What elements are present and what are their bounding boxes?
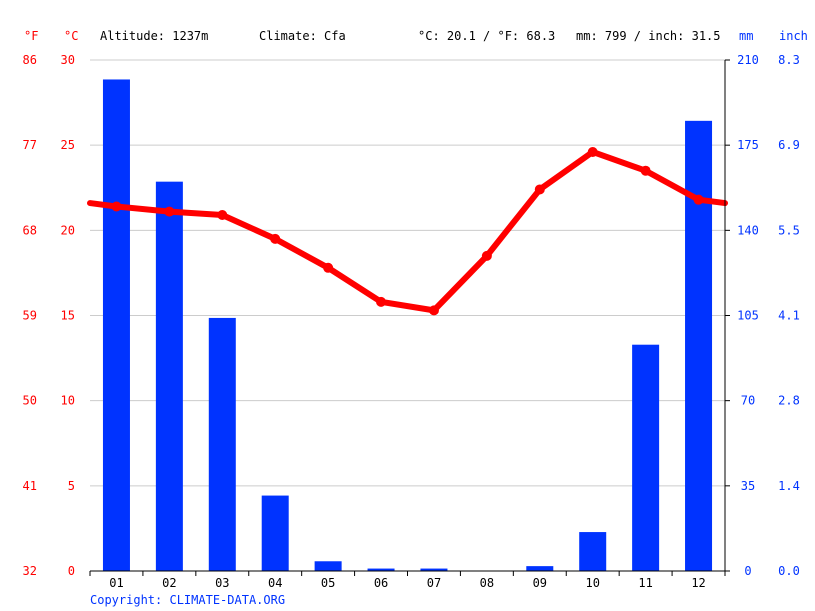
temperature-point: [481, 250, 492, 261]
grid-lines: [90, 59, 725, 487]
temperature-point: [111, 201, 122, 212]
month-tick-label: 12: [691, 576, 705, 590]
precipitation-bar: [632, 344, 660, 571]
temperature-point: [534, 184, 545, 195]
inch-tick-label: 1.4: [778, 479, 800, 493]
temperature-point: [587, 146, 598, 157]
month-tick-label: 10: [585, 576, 599, 590]
unit-mm-label: mm: [739, 29, 753, 43]
temperature-point: [376, 296, 387, 307]
temperature-point: [270, 233, 281, 244]
mm-tick-label: 35: [741, 479, 755, 493]
unit-f-label: °F: [24, 29, 38, 43]
inch-tick-label: 5.5: [778, 223, 800, 237]
precipitation-average-label: mm: 799 / inch: 31.5: [576, 29, 721, 43]
inch-tick-label: 2.8: [778, 394, 800, 408]
month-tick-label: 11: [638, 576, 652, 590]
inch-tick-label: 4.1: [778, 309, 800, 323]
inch-tick-label: 8.3: [778, 53, 800, 67]
temperature-point: [217, 210, 228, 221]
temperature-point: [640, 165, 651, 176]
unit-c-label: °C: [64, 29, 78, 43]
unit-inch-label: inch: [779, 29, 808, 43]
month-tick-label: 06: [374, 576, 388, 590]
temperature-point: [428, 305, 439, 316]
temperature-series-line: [87, 148, 728, 314]
celsius-tick-label: 0: [68, 564, 75, 578]
climate-label: Climate: Cfa: [259, 29, 346, 43]
mm-tick-label: 175: [737, 138, 759, 152]
month-tick-label: 01: [109, 576, 123, 590]
fahrenheit-tick-label: 68: [23, 223, 37, 237]
precipitation-bar: [579, 532, 607, 571]
axes: [89, 59, 730, 576]
month-tick-label: 05: [321, 576, 335, 590]
fahrenheit-tick-label: 41: [23, 479, 37, 493]
tick-labels: 86 30 210 8.377 25 175 6.968 20 140 5.559 15 105 4.1…: [23, 53, 800, 590]
inch-tick-label: 0.0: [778, 564, 800, 578]
mm-tick-label: 210: [737, 53, 759, 67]
celsius-tick-label: 5: [68, 479, 75, 493]
precipitation-bar: [102, 79, 130, 571]
fahrenheit-tick-label: 50: [23, 394, 37, 408]
precipitation-bar: [208, 317, 236, 571]
temperature-point: [164, 206, 175, 217]
precipitation-bars: [102, 79, 713, 571]
fahrenheit-tick-label: 32: [23, 564, 37, 578]
precipitation-bar: [367, 568, 395, 571]
mm-tick-label: 0: [744, 564, 751, 578]
celsius-tick-label: 25: [61, 138, 75, 152]
precipitation-bar: [261, 495, 289, 571]
copyright-text: Copyright: CLIMATE-DATA.ORG: [90, 593, 285, 607]
month-tick-label: 02: [162, 576, 176, 590]
month-tick-label: 03: [215, 576, 229, 590]
temperature-average-label: °C: 20.1 / °F: 68.3: [418, 29, 555, 43]
celsius-tick-label: 15: [61, 309, 75, 323]
mm-tick-label: 105: [737, 309, 759, 323]
precipitation-bar: [155, 181, 183, 571]
celsius-tick-label: 10: [61, 394, 75, 408]
precipitation-bar: [314, 561, 342, 571]
celsius-tick-label: 30: [61, 53, 75, 67]
inch-tick-label: 6.9: [778, 138, 800, 152]
precipitation-bar: [685, 120, 713, 571]
fahrenheit-tick-label: 59: [23, 309, 37, 323]
temperature-point: [693, 194, 704, 205]
month-tick-label: 04: [268, 576, 282, 590]
mm-tick-label: 70: [741, 394, 755, 408]
fahrenheit-tick-label: 77: [23, 138, 37, 152]
temperature-point: [323, 262, 334, 273]
mm-tick-label: 140: [737, 223, 759, 237]
precipitation-bar: [420, 568, 448, 571]
altitude-label: Altitude: 1237m: [100, 29, 208, 43]
celsius-tick-label: 20: [61, 223, 75, 237]
fahrenheit-tick-label: 86: [23, 53, 37, 67]
month-tick-label: 08: [480, 576, 494, 590]
month-tick-label: 09: [533, 576, 547, 590]
temperature-line: [87, 146, 728, 316]
precipitation-bar: [526, 566, 554, 571]
month-tick-label: 07: [427, 576, 441, 590]
